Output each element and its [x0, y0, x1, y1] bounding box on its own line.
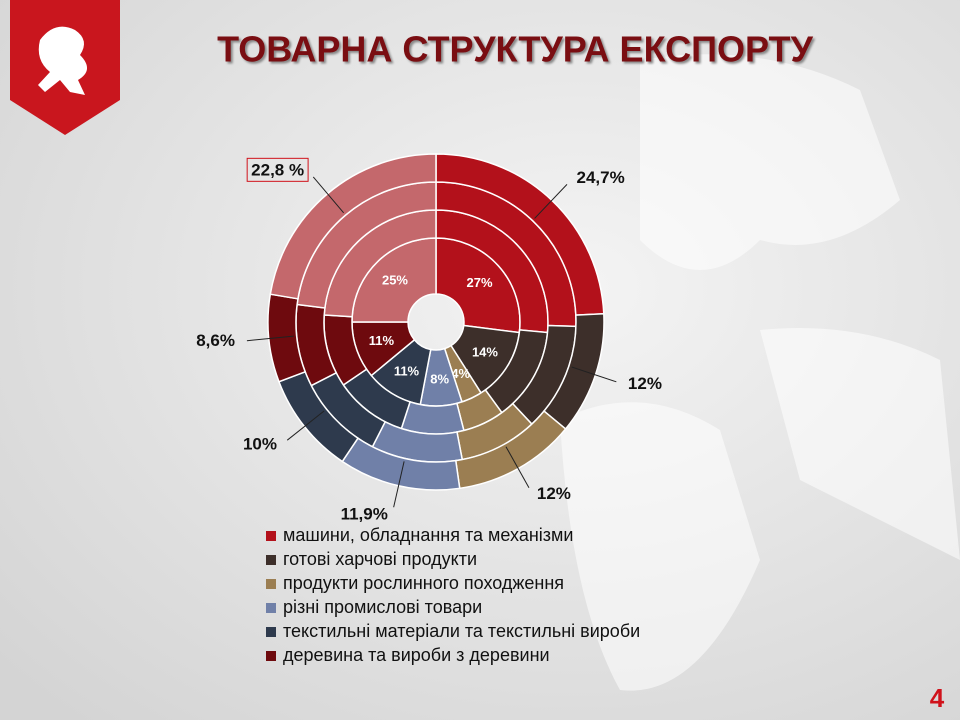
donut-segment — [269, 153, 437, 300]
outer-data-label: 11,9% — [341, 505, 388, 524]
map-shape — [560, 54, 960, 691]
outer-data-label: 22,8 % — [251, 160, 304, 179]
leader-line — [286, 410, 325, 441]
legend-label: продукти рослинного походження — [283, 573, 564, 593]
inner-data-label: 11% — [394, 363, 420, 378]
leader-line — [571, 366, 617, 383]
leader-line — [312, 176, 345, 214]
legend-swatch — [266, 651, 276, 661]
legend-label: деревина та вироби з деревини — [283, 645, 550, 665]
legend-swatch — [266, 603, 276, 613]
legend-label: різні промислові товари — [283, 597, 482, 617]
inner-data-label: 8% — [430, 371, 449, 386]
legend-label: текстильні матеріали та текстильні вироб… — [283, 621, 640, 641]
leader-line — [505, 446, 530, 488]
outer-data-label: 12% — [537, 484, 571, 503]
donut-segment — [400, 400, 465, 435]
inner-data-label: 11% — [369, 333, 395, 348]
legend-swatch — [266, 531, 276, 541]
outer-data-label: 10% — [243, 435, 277, 454]
leader-line — [393, 461, 405, 508]
outer-data-label: 24,7% — [577, 168, 625, 187]
leader-line — [534, 184, 568, 219]
chart-title: ТОВАРНА СТРУКТУРА ЕКСПОРТУ — [217, 29, 813, 70]
slide-number: 4 — [930, 683, 945, 713]
legend-swatch — [266, 627, 276, 637]
outer-data-label: 8,6% — [196, 331, 235, 350]
leader-line — [246, 335, 294, 342]
inner-data-label: 4% — [451, 366, 470, 381]
legend-swatch — [266, 579, 276, 589]
inner-data-label: 25% — [382, 272, 408, 287]
chart: 27% 14%4%8% 11% 11% 25% 24,7% 12% 12% 11,9% 10% 8,… — [196, 153, 662, 665]
label-box — [246, 157, 309, 182]
inner-data-label: 27% — [466, 275, 492, 290]
logo-lion — [38, 26, 88, 96]
outer-data-label: 12% — [628, 374, 662, 393]
inner-data-label: 14% — [472, 345, 498, 360]
legend-label: машини, обладнання та механізми — [283, 525, 573, 545]
legend-swatch — [266, 555, 276, 565]
legend-label: готові харчові продукти — [283, 549, 477, 569]
